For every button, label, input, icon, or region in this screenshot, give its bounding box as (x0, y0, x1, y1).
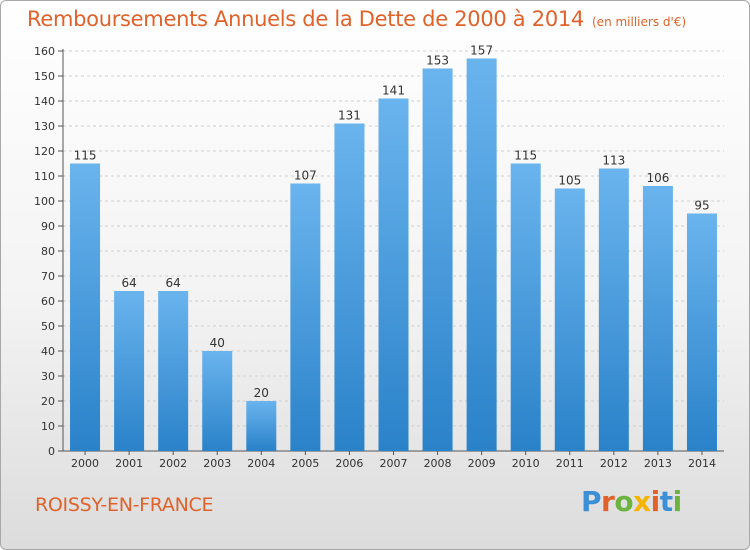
data-label: 113 (602, 154, 625, 168)
y-tick-label: 110 (34, 170, 55, 183)
x-tick-label: 2009 (468, 457, 496, 470)
logo-letter: r (601, 485, 615, 518)
y-tick-label: 30 (41, 370, 55, 383)
logo-letter: t (659, 485, 673, 518)
x-tick-label: 2000 (71, 457, 99, 470)
bar (466, 58, 497, 451)
y-tick-label: 40 (41, 345, 55, 358)
y-tick-label: 20 (41, 395, 55, 408)
data-label: 153 (426, 54, 449, 68)
bar (510, 163, 541, 451)
bar (686, 213, 717, 451)
x-tick-label: 2001 (115, 457, 143, 470)
y-tick-label: 150 (34, 70, 55, 83)
data-label: 141 (382, 84, 405, 98)
bar (422, 68, 453, 451)
data-label: 106 (646, 171, 669, 185)
x-tick-label: 2004 (247, 457, 275, 470)
logo-letter: i (672, 485, 683, 518)
x-tick-label: 2013 (644, 457, 672, 470)
y-tick-label: 100 (34, 195, 55, 208)
data-label: 40 (210, 336, 225, 350)
x-tick-label: 2008 (424, 457, 452, 470)
y-tick-label: 90 (41, 220, 55, 233)
x-tick-label: 2003 (203, 457, 231, 470)
logo-letter: x (633, 485, 651, 518)
bar (554, 188, 585, 451)
data-label: 95 (694, 199, 709, 213)
bar (114, 291, 145, 451)
y-tick-label: 70 (41, 270, 55, 283)
bar (202, 351, 233, 451)
y-tick-label: 130 (34, 120, 55, 133)
x-tick-label: 2005 (291, 457, 319, 470)
x-tick-label: 2012 (600, 457, 628, 470)
x-tick-label: 2002 (159, 457, 187, 470)
bar (290, 183, 321, 451)
data-label: 131 (338, 109, 361, 123)
data-label: 115 (514, 149, 537, 163)
data-label: 64 (121, 276, 136, 290)
y-tick-label: 0 (48, 445, 55, 458)
proxiti-logo: Proxiti (581, 485, 682, 518)
bar (378, 98, 409, 451)
data-label: 157 (470, 44, 493, 58)
data-label: 105 (558, 174, 581, 188)
bar (70, 163, 101, 451)
bar (246, 401, 277, 451)
bar (642, 186, 673, 451)
y-tick-label: 80 (41, 245, 55, 258)
bar (334, 123, 365, 451)
x-tick-label: 2014 (688, 457, 716, 470)
y-tick-label: 140 (34, 95, 55, 108)
x-tick-label: 2006 (335, 457, 363, 470)
commune-name: ROISSY-EN-FRANCE (35, 494, 214, 516)
y-tick-label: 60 (41, 295, 55, 308)
bar (158, 291, 189, 451)
data-label: 115 (74, 149, 97, 163)
y-tick-label: 120 (34, 145, 55, 158)
y-tick-label: 10 (41, 420, 55, 433)
bar (598, 168, 629, 451)
x-tick-label: 2010 (512, 457, 540, 470)
data-label: 64 (166, 276, 181, 290)
logo-letter: i (650, 485, 661, 518)
x-tick-label: 2007 (380, 457, 408, 470)
chart-subtitle: (en milliers d'€) (592, 15, 687, 29)
x-tick-label: 2011 (556, 457, 584, 470)
chart-title: Remboursements Annuels de la Dette de 20… (27, 7, 687, 31)
data-label: 20 (254, 386, 269, 400)
data-label: 107 (294, 169, 317, 183)
logo-letter: P (581, 485, 602, 518)
logo-letter: o (614, 485, 634, 518)
y-tick-label: 50 (41, 320, 55, 333)
y-tick-label: 160 (34, 45, 55, 58)
